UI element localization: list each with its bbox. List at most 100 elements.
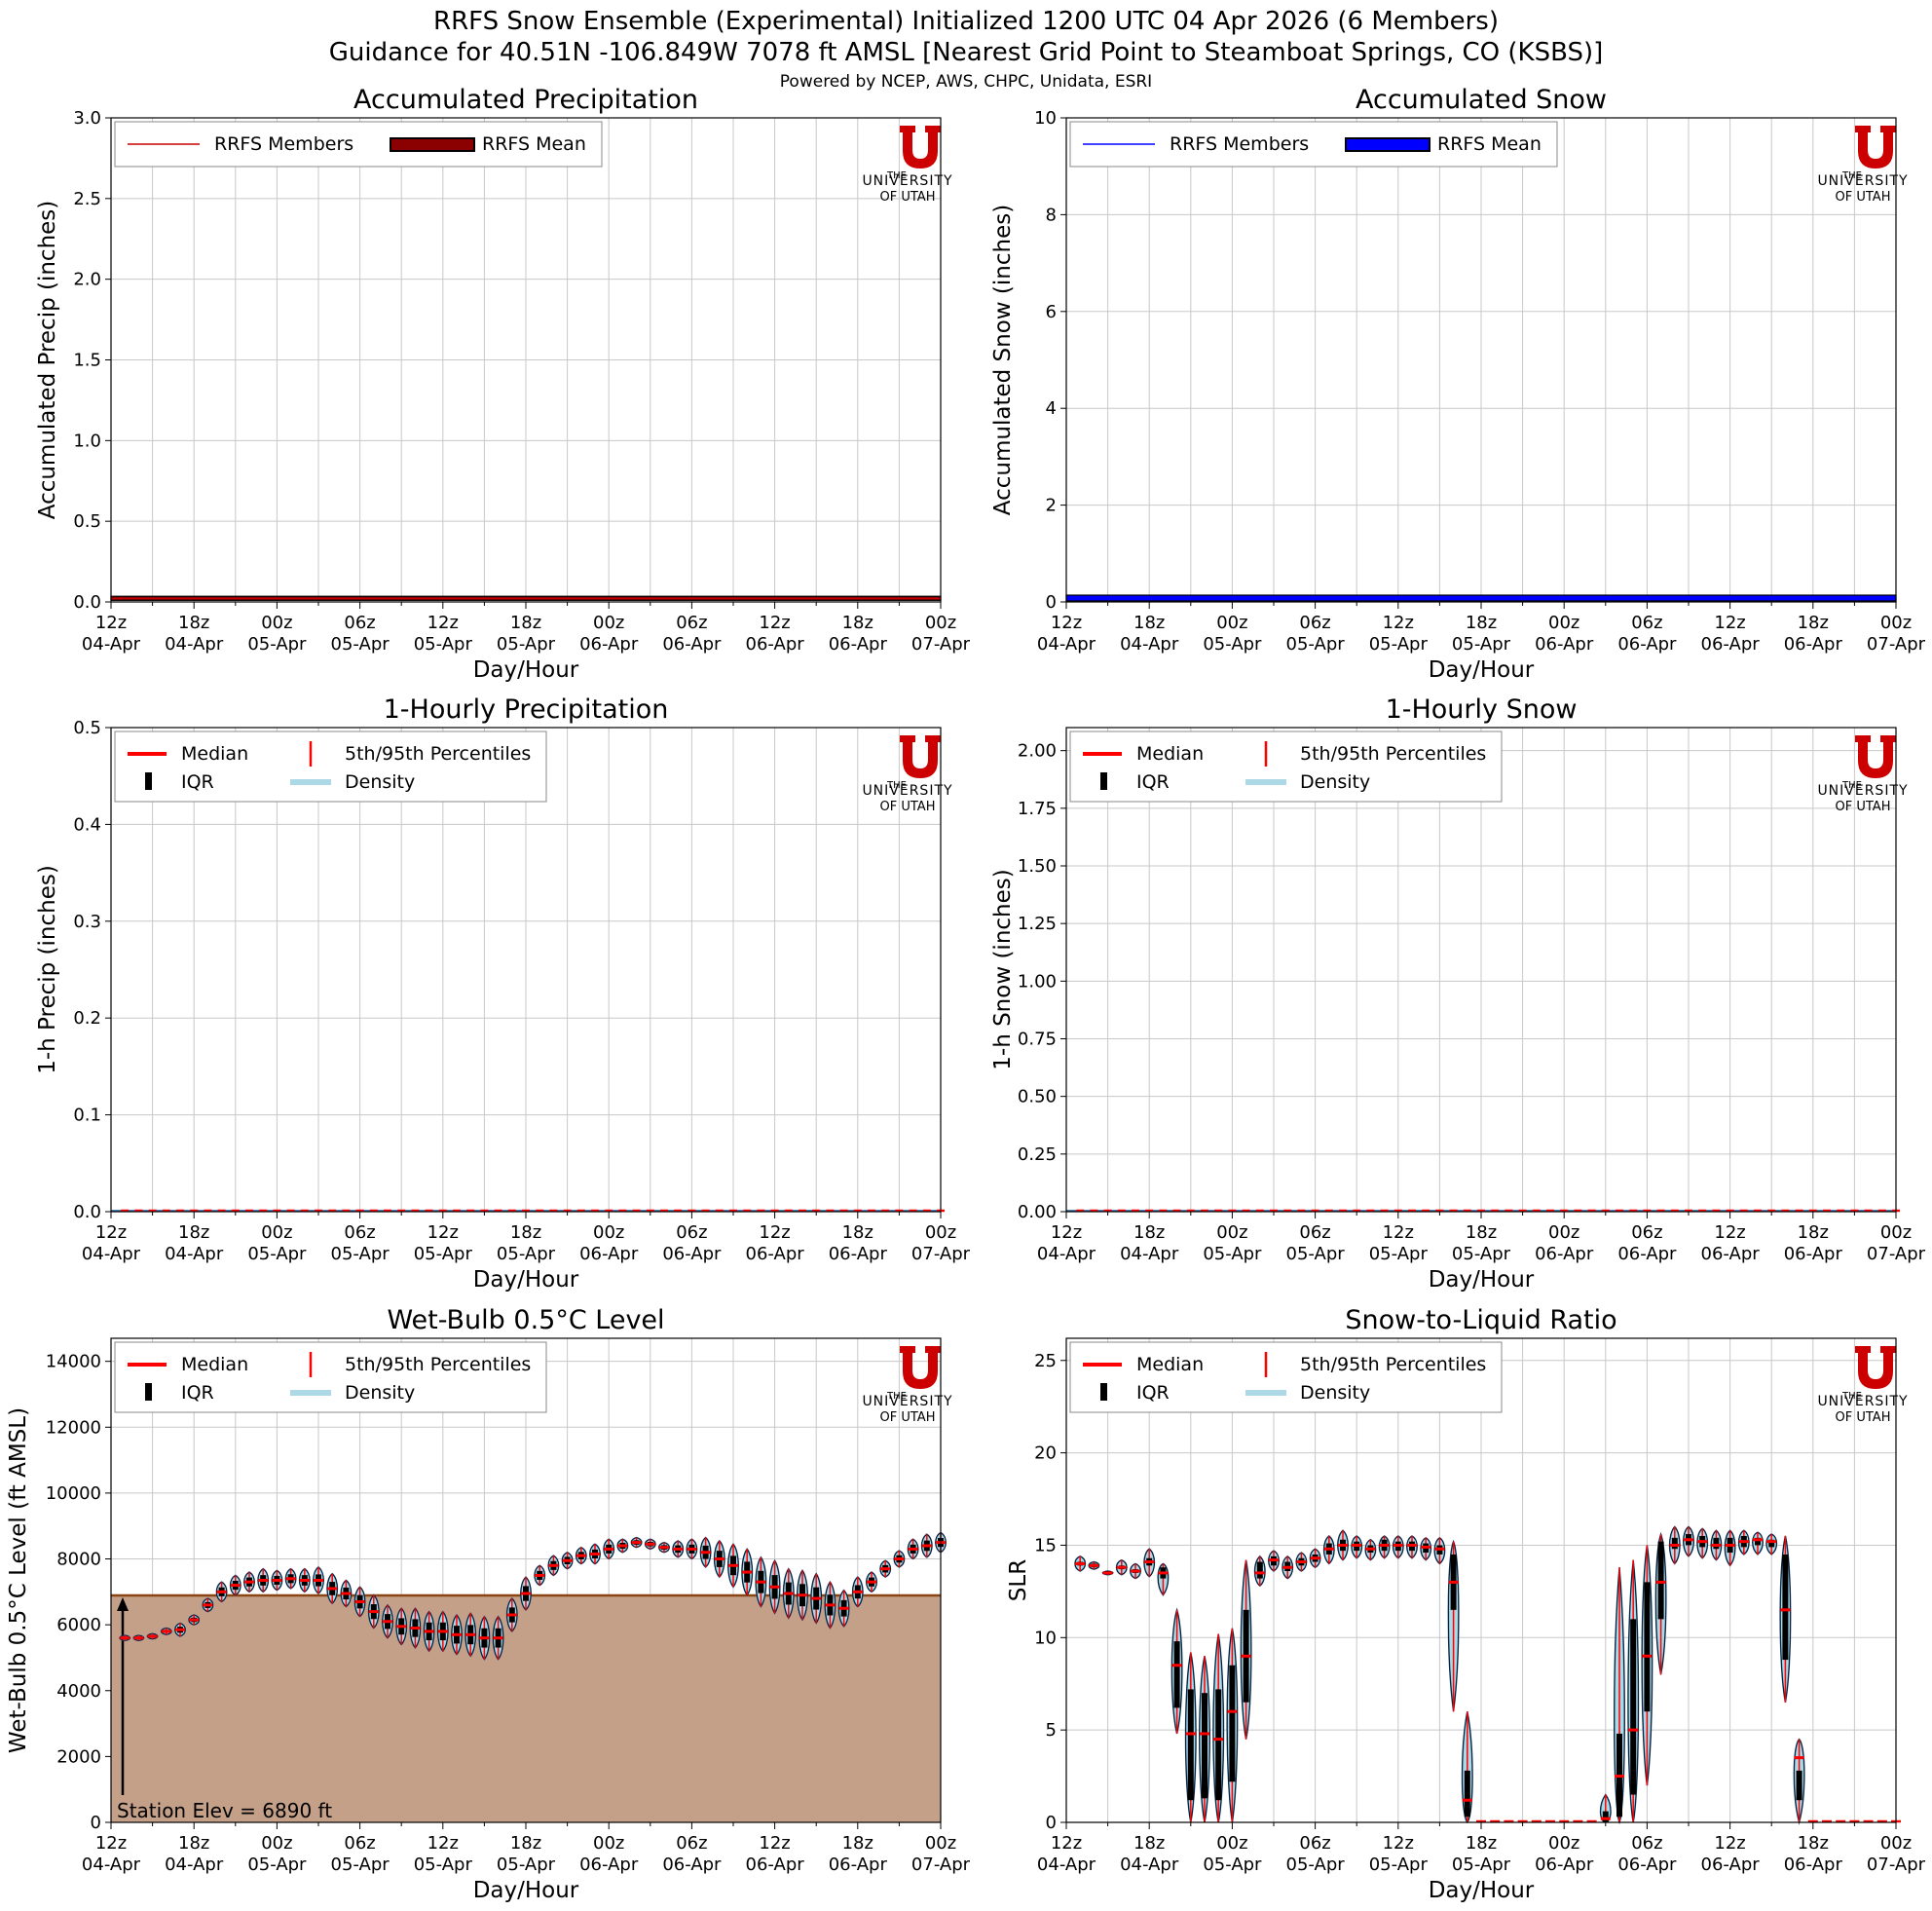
logo-university-text: UNIVERSITY: [862, 173, 952, 189]
x-tick-label-date: 05-Apr: [1286, 634, 1346, 655]
plot-border: [110, 1337, 942, 1823]
density-violin-outline: [1143, 1548, 1155, 1578]
density-violin-outline: [1393, 1535, 1404, 1559]
y-tick-label: 20: [1034, 1443, 1057, 1464]
x-tick-label-hour: 06z: [1631, 613, 1662, 633]
y-tick-label: 2: [1046, 496, 1057, 516]
iqr-bar: [1644, 1582, 1651, 1712]
x-tick-label-hour: 12z: [427, 1222, 459, 1243]
density-violin-outline: [215, 1581, 228, 1602]
university-logo-icon: [900, 735, 941, 778]
x-tick-label-hour: 18z: [842, 1833, 873, 1854]
x-tick-label-hour: 12z: [1714, 613, 1745, 633]
x-tick-label-hour: 00z: [1548, 613, 1579, 633]
y-tick-label: 0.4: [73, 814, 101, 835]
x-tick-label-hour: 00z: [593, 613, 624, 633]
x-tick-label-date: 05-Apr: [331, 1855, 390, 1875]
x-tick-label-hour: 06z: [676, 1222, 707, 1243]
logo-the-text: THE: [886, 1391, 907, 1402]
x-tick-label-date: 06-Apr: [1617, 1855, 1677, 1875]
x-tick-label-hour: 12z: [759, 1222, 790, 1243]
x-tick-label-date: 05-Apr: [1452, 1244, 1511, 1264]
x-tick-label-hour: 18z: [1133, 613, 1165, 633]
x-tick-label-date: 04-Apr: [82, 634, 141, 655]
legend-mean-label: RRFS Mean: [482, 133, 586, 155]
x-tick-label-date: 05-Apr: [1286, 1244, 1346, 1264]
density-violin-outline: [1433, 1537, 1446, 1564]
y-tick-label: 1.25: [1018, 914, 1057, 934]
y-tick-label: 2.00: [1018, 741, 1057, 762]
x-tick-label-hour: 06z: [1631, 1222, 1662, 1243]
y-tick-label: 0.00: [1018, 1202, 1057, 1222]
y-axis-label: Accumulated Snow (inches): [990, 205, 1016, 515]
x-tick-label-hour: 18z: [1466, 613, 1497, 633]
x-tick-label-date: 05-Apr: [247, 1855, 307, 1875]
y-axis-label: 1-h Snow (inches): [990, 869, 1016, 1069]
panel-hourly_snow: 0.000.250.500.751.001.251.501.752.0012z0…: [990, 694, 1926, 1293]
x-tick-label-hour: 06z: [676, 613, 707, 633]
x-tick-label-hour: 12z: [759, 613, 790, 633]
x-tick-label-date: 05-Apr: [331, 634, 390, 655]
density-violin-outline: [755, 1556, 767, 1608]
panel-wetbulb: 0200040006000800010000120001400012z04-Ap…: [6, 1305, 971, 1903]
x-tick-label-hour: 00z: [1548, 1222, 1579, 1243]
x-tick-label-date: 06-Apr: [1617, 1244, 1677, 1264]
density-violin-outline: [699, 1537, 712, 1568]
x-tick-label-date: 05-Apr: [247, 634, 307, 655]
x-tick-label-hour: 00z: [261, 1222, 292, 1243]
density-violin-outline: [768, 1559, 781, 1615]
x-tick-label-hour: 00z: [593, 1222, 624, 1243]
legend-density-label: Density: [1300, 771, 1370, 793]
legend-mean-label: RRFS Mean: [1437, 133, 1542, 155]
x-tick-label-date: 06-Apr: [829, 634, 888, 655]
x-tick-label-date: 05-Apr: [1203, 1855, 1262, 1875]
x-tick-label-date: 04-Apr: [165, 1855, 224, 1875]
station-elevation-label: Station Elev = 6890 ft: [117, 1799, 332, 1822]
legend-density-label: Density: [345, 771, 415, 793]
x-tick-label-hour: 18z: [842, 1222, 873, 1243]
x-tick-label-hour: 18z: [1466, 1222, 1497, 1243]
x-tick-label-date: 04-Apr: [165, 634, 224, 655]
x-tick-label-hour: 00z: [1216, 1222, 1247, 1243]
y-tick-label: 6000: [56, 1615, 101, 1635]
legend-members-label: RRFS Members: [1170, 133, 1309, 155]
iqr-bar: [1782, 1554, 1789, 1661]
x-tick-label-date: 06-Apr: [1784, 634, 1843, 655]
legend-box: [1069, 1341, 1503, 1413]
x-tick-label-hour: 06z: [344, 1833, 375, 1854]
logo-the-text: THE: [886, 780, 907, 791]
x-tick-label-hour: 00z: [925, 1222, 956, 1243]
panel-title: Wet-Bulb 0.5°C Level: [387, 1305, 664, 1335]
y-tick-label: 2000: [56, 1746, 101, 1767]
y-tick-label: 0.25: [1018, 1144, 1057, 1165]
x-tick-label-hour: 12z: [95, 613, 127, 633]
x-tick-label-hour: 12z: [759, 1833, 790, 1854]
y-axis-label: SLR: [1006, 1559, 1031, 1601]
legend-density-label: Density: [345, 1382, 415, 1404]
plot-border: [1065, 1337, 1897, 1823]
logo-university-text: UNIVERSITY: [862, 1394, 952, 1409]
density-violin-outline: [202, 1597, 214, 1613]
y-tick-label: 6: [1046, 302, 1057, 322]
y-tick-label: 14000: [46, 1352, 101, 1372]
x-tick-label-date: 05-Apr: [1369, 1244, 1429, 1264]
panel-title: Accumulated Snow: [1356, 85, 1607, 115]
y-tick-label: 10: [1034, 1628, 1057, 1648]
y-tick-label: 8: [1046, 205, 1057, 225]
x-tick-label-date: 04-Apr: [1120, 1244, 1179, 1264]
iqr-bar: [1256, 1561, 1263, 1579]
x-tick-label-date: 05-Apr: [1452, 634, 1511, 655]
legend-box: [114, 731, 547, 803]
x-tick-label-hour: 12z: [1051, 1833, 1082, 1854]
density-violin-outline: [1157, 1562, 1170, 1596]
x-tick-label-hour: 06z: [1299, 1222, 1330, 1243]
y-tick-label: 0: [1046, 592, 1057, 613]
x-tick-label-date: 06-Apr: [579, 1244, 639, 1264]
legend-median-label: Median: [181, 743, 248, 765]
density-violin-outline: [395, 1607, 407, 1646]
density-violin-outline: [161, 1628, 172, 1635]
x-tick-label-hour: 00z: [925, 613, 956, 633]
x-tick-label-hour: 18z: [510, 613, 541, 633]
x-tick-label-date: 07-Apr: [911, 1244, 971, 1264]
x-tick-label-date: 05-Apr: [1369, 634, 1429, 655]
